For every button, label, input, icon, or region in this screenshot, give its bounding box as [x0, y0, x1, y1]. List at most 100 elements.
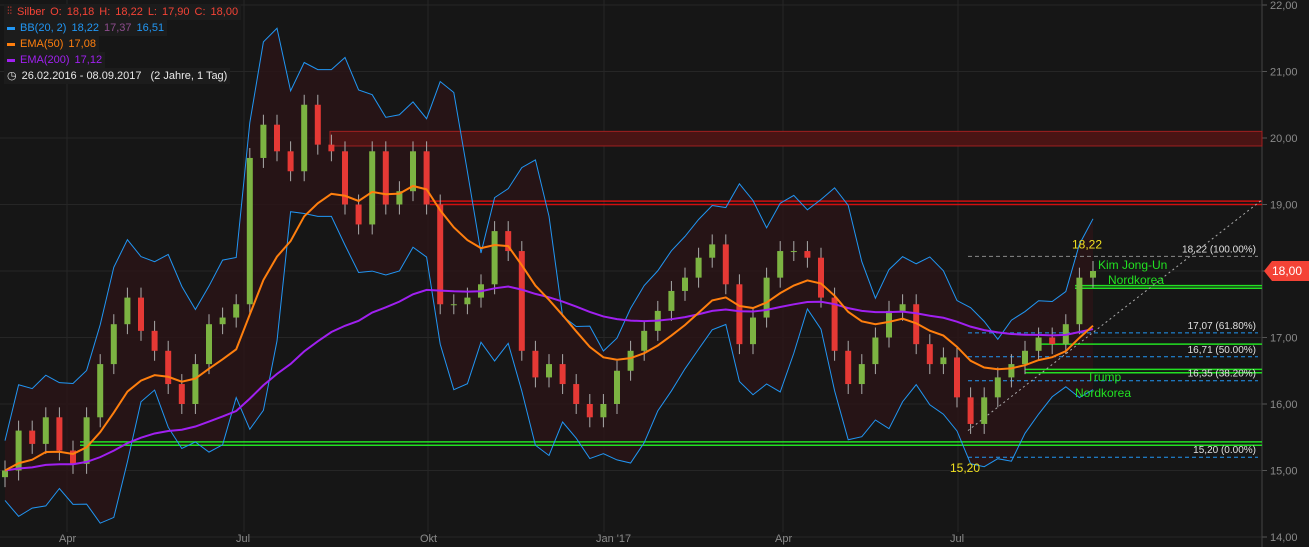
candle-body: [600, 404, 607, 418]
bb-fill: [5, 28, 1093, 524]
y-tick-label: 17,00: [1270, 333, 1298, 345]
ema200-label: EMA(200): [20, 54, 70, 66]
fib-label: 16,71 (50.00%): [1188, 345, 1256, 356]
candle-body: [845, 350, 852, 385]
open-value: 18,18: [66, 6, 95, 18]
candle-body: [355, 204, 362, 225]
y-tick-label: 20,00: [1270, 133, 1298, 145]
ema200-swatch: [7, 58, 15, 62]
x-tick-label: Apr: [59, 533, 76, 545]
clock-icon: ◷: [7, 70, 17, 82]
y-tick-label: 14,00: [1270, 532, 1298, 544]
candle-body: [29, 430, 36, 444]
candle-body: [1022, 350, 1028, 365]
trend-line: [967, 199, 1263, 431]
ema50-label: EMA(50): [20, 38, 64, 50]
x-tick-label: Jan '17: [596, 533, 631, 545]
candle-body: [70, 450, 76, 464]
bb-lower-line: [4, 211, 1094, 524]
candle-body: [342, 151, 348, 205]
bb-middle: 17,37: [104, 22, 132, 34]
low-label: 15,20: [950, 461, 980, 475]
candle-body: [532, 350, 539, 378]
fib-label: 16,35 (38.20%): [1188, 369, 1256, 380]
high-label: 18,22: [1072, 237, 1102, 251]
candle-body: [233, 304, 240, 318]
candle-body: [763, 277, 770, 318]
candle-body: [314, 104, 321, 145]
candle-body: [926, 344, 933, 365]
candle-body: [192, 364, 199, 404]
candle-body: [954, 357, 960, 398]
candle-body: [627, 350, 634, 371]
candle-body: [886, 310, 892, 338]
candle-body: [872, 337, 879, 365]
legend-ema50-row[interactable]: EMA(50) 17,08: [4, 36, 99, 52]
candle-body: [967, 397, 974, 424]
candle-body: [858, 364, 865, 385]
x-tick-label: Jul: [236, 533, 250, 545]
candle-body: [369, 151, 376, 225]
candle-body: [804, 251, 811, 258]
candle-body: [396, 191, 403, 205]
ema50-swatch: [7, 42, 15, 46]
fib-label: 17,07 (61.80%): [1188, 321, 1256, 332]
legend-ema200-row[interactable]: EMA(200) 17,12: [4, 52, 106, 68]
legend-bb-row[interactable]: BB(20, 2) 18,22 17,37 16,51: [4, 20, 168, 36]
candle-body: [97, 364, 104, 418]
candle-body: [682, 277, 688, 291]
bb-upper-line: [4, 27, 1094, 441]
open-label: O:: [50, 6, 62, 18]
close-value: 18,00: [210, 6, 239, 18]
candle-body: [695, 257, 702, 278]
candle-body: [83, 417, 90, 464]
candle-body: [423, 151, 430, 205]
candle-body: [518, 251, 525, 351]
low-label: L:: [147, 6, 157, 18]
candle-body: [668, 290, 675, 311]
ema50-value: 17,08: [68, 38, 96, 50]
bb-lower: 16,51: [136, 22, 165, 34]
candle-body: [491, 231, 498, 285]
candle-body: [790, 251, 797, 253]
x-tick-label: Apr: [775, 533, 792, 545]
legend-symbol-row: ⫶⫶ Silber O: 18,18 H: 18,22 L: 17,90 C: 18,0…: [4, 4, 242, 20]
candle-body: [110, 324, 117, 365]
annotation-line2: Nordkorea: [1075, 386, 1131, 400]
candle-body: [1049, 337, 1056, 345]
high-value: 18,22: [115, 6, 143, 18]
candle-body: [981, 397, 988, 424]
candle-body: [994, 377, 1001, 398]
bb-swatch: [7, 26, 15, 30]
candle-body: [151, 330, 158, 351]
candle-body: [328, 144, 335, 152]
date-range: 26.02.2016 - 08.09.2017: [21, 70, 142, 82]
ema50-line: [4, 184, 1094, 472]
ema200-line: [4, 285, 1094, 472]
candle-body: [750, 317, 756, 345]
candle-body: [274, 124, 280, 152]
candle-body: [709, 244, 716, 258]
candle-body: [1035, 337, 1042, 351]
candle-body: [15, 430, 22, 471]
bb-label: BB(20, 2): [20, 22, 67, 34]
ema200-value: 17,12: [74, 54, 103, 66]
candle-body: [586, 404, 593, 418]
x-tick-label: Okt: [420, 533, 437, 545]
candle-body: [260, 124, 267, 158]
x-tick-label: Jul: [950, 533, 964, 545]
candle-body: [831, 297, 838, 351]
duration: (2 Jahre, 1 Tag): [150, 70, 228, 82]
candle-body: [1008, 364, 1015, 378]
fib-label: 18,22 (100.00%): [1182, 244, 1256, 255]
candle-body: [1090, 271, 1096, 278]
last-price-tag: [1264, 261, 1309, 281]
annotation-line2: Nordkorea: [1108, 273, 1164, 287]
y-tick-label: 15,00: [1270, 466, 1298, 478]
candle-body: [546, 364, 552, 378]
symbol-name: Silber: [17, 6, 46, 18]
candle-body: [777, 251, 784, 278]
candle-body: [559, 364, 566, 385]
